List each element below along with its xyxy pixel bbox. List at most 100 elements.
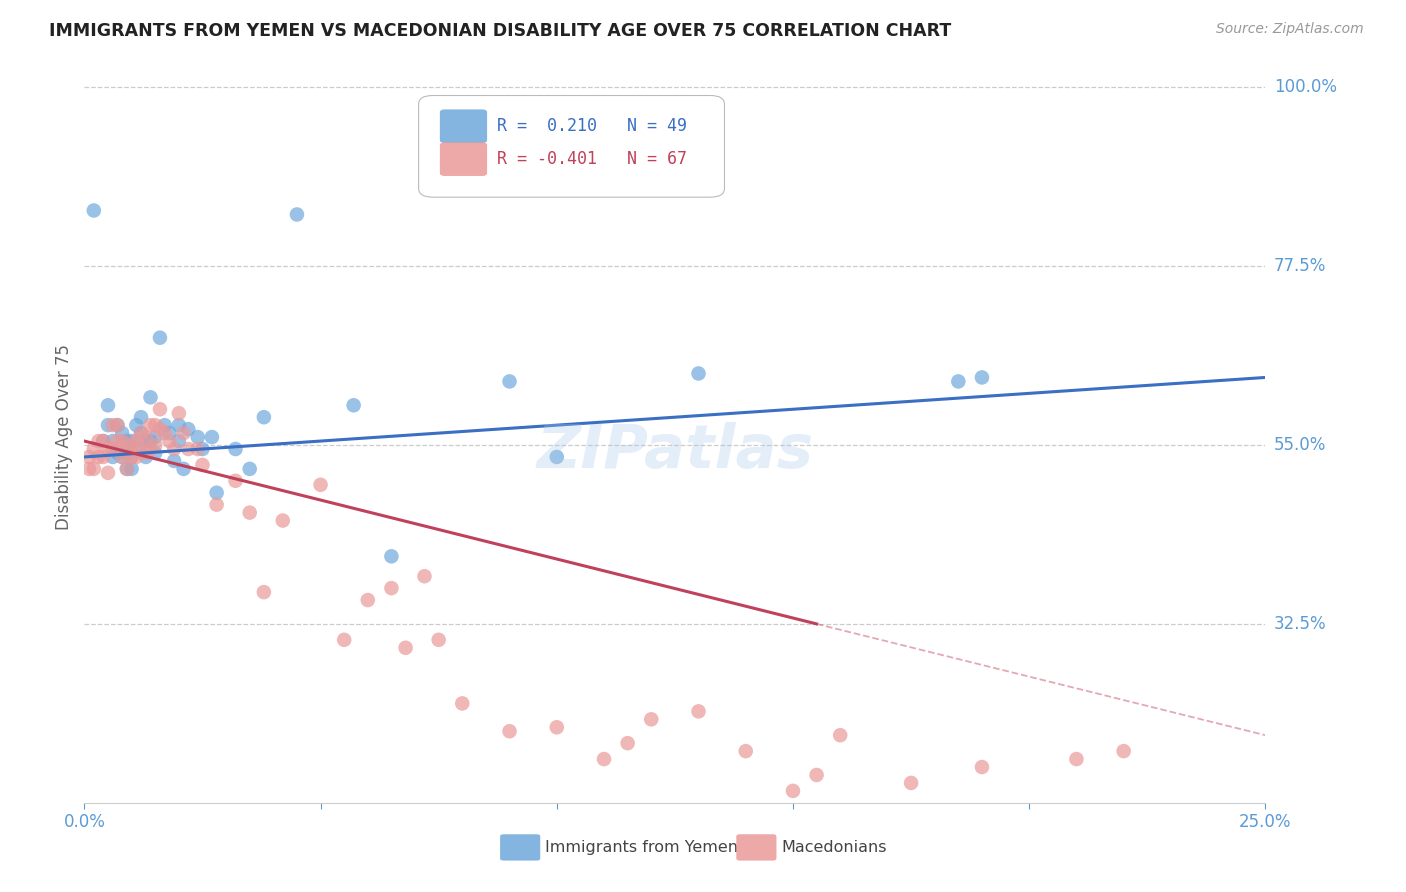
Point [91, 450, 114, 464]
Point [970, 370, 993, 384]
Text: 32.5%: 32.5% [1274, 615, 1326, 633]
Point [380, 549, 402, 564]
Point [107, 434, 129, 448]
Point [333, 632, 356, 647]
Point [115, 434, 138, 448]
Text: R = -0.401   N = 67: R = -0.401 N = 67 [496, 150, 686, 168]
Point [153, 418, 176, 433]
Point [225, 442, 247, 456]
Text: 55.0%: 55.0% [1274, 436, 1326, 454]
Point [129, 442, 152, 456]
Point [546, 720, 568, 734]
Point [343, 398, 366, 412]
Point [125, 450, 148, 464]
Point [83, 462, 105, 476]
Point [205, 485, 228, 500]
Point [135, 434, 157, 448]
Text: Source: ZipAtlas.com: Source: ZipAtlas.com [1216, 22, 1364, 37]
Point [948, 375, 970, 389]
Point [149, 422, 172, 436]
Point [1066, 752, 1088, 766]
Point [593, 752, 616, 766]
Point [167, 434, 190, 448]
Point [163, 454, 186, 468]
Text: 100.0%: 100.0% [1274, 78, 1337, 96]
Point [688, 367, 710, 381]
Point [143, 438, 166, 452]
Point [688, 705, 710, 719]
Point [498, 375, 520, 389]
Point [149, 331, 172, 345]
Point [187, 430, 209, 444]
Point [111, 450, 134, 464]
Point [129, 426, 152, 441]
Point [125, 442, 148, 456]
Point [163, 442, 186, 456]
Point [640, 712, 662, 726]
Point [91, 434, 114, 448]
Point [97, 466, 120, 480]
FancyBboxPatch shape [419, 95, 724, 197]
Point [201, 430, 224, 444]
Point [239, 506, 262, 520]
Point [121, 438, 143, 452]
Point [357, 593, 380, 607]
Point [115, 462, 138, 476]
Point [225, 474, 247, 488]
Point [143, 418, 166, 433]
Point [970, 760, 993, 774]
Point [135, 446, 157, 460]
Point [498, 724, 520, 739]
Point [101, 442, 124, 456]
Point [91, 434, 114, 448]
Point [129, 410, 152, 425]
Point [451, 697, 474, 711]
Point [107, 418, 129, 433]
Point [77, 462, 100, 476]
Point [111, 426, 134, 441]
Point [167, 418, 190, 433]
Point [149, 402, 172, 417]
Point [830, 728, 852, 742]
Point [900, 776, 922, 790]
Point [285, 207, 308, 221]
Point [1112, 744, 1135, 758]
Point [125, 418, 148, 433]
Point [83, 203, 105, 218]
Point [83, 442, 105, 456]
Point [97, 398, 120, 412]
Point [157, 426, 180, 441]
Point [143, 430, 166, 444]
Text: Immigrants from Yemen: Immigrants from Yemen [546, 840, 738, 855]
Point [380, 581, 402, 595]
FancyBboxPatch shape [501, 834, 540, 861]
Point [121, 450, 143, 464]
Point [173, 426, 195, 441]
Point [191, 442, 214, 456]
Point [121, 450, 143, 464]
Point [167, 406, 190, 420]
Point [101, 418, 124, 433]
Point [806, 768, 828, 782]
Point [309, 477, 332, 491]
Point [121, 462, 143, 476]
Point [115, 442, 138, 456]
Point [734, 744, 756, 758]
Point [253, 585, 276, 599]
Text: ZIPatlas: ZIPatlas [536, 422, 814, 481]
Point [135, 430, 157, 444]
Text: Macedonians: Macedonians [782, 840, 887, 855]
FancyBboxPatch shape [440, 110, 486, 143]
Point [253, 410, 276, 425]
Y-axis label: Disability Age Over 75: Disability Age Over 75 [55, 344, 73, 530]
Point [129, 426, 152, 441]
Point [177, 442, 200, 456]
Point [191, 458, 214, 472]
Point [111, 434, 134, 448]
Point [394, 640, 416, 655]
Point [427, 632, 450, 647]
Point [107, 446, 129, 460]
Text: IMMIGRANTS FROM YEMEN VS MACEDONIAN DISABILITY AGE OVER 75 CORRELATION CHART: IMMIGRANTS FROM YEMEN VS MACEDONIAN DISA… [49, 22, 952, 40]
Text: R =  0.210   N = 49: R = 0.210 N = 49 [496, 117, 686, 136]
Text: 77.5%: 77.5% [1274, 257, 1326, 275]
